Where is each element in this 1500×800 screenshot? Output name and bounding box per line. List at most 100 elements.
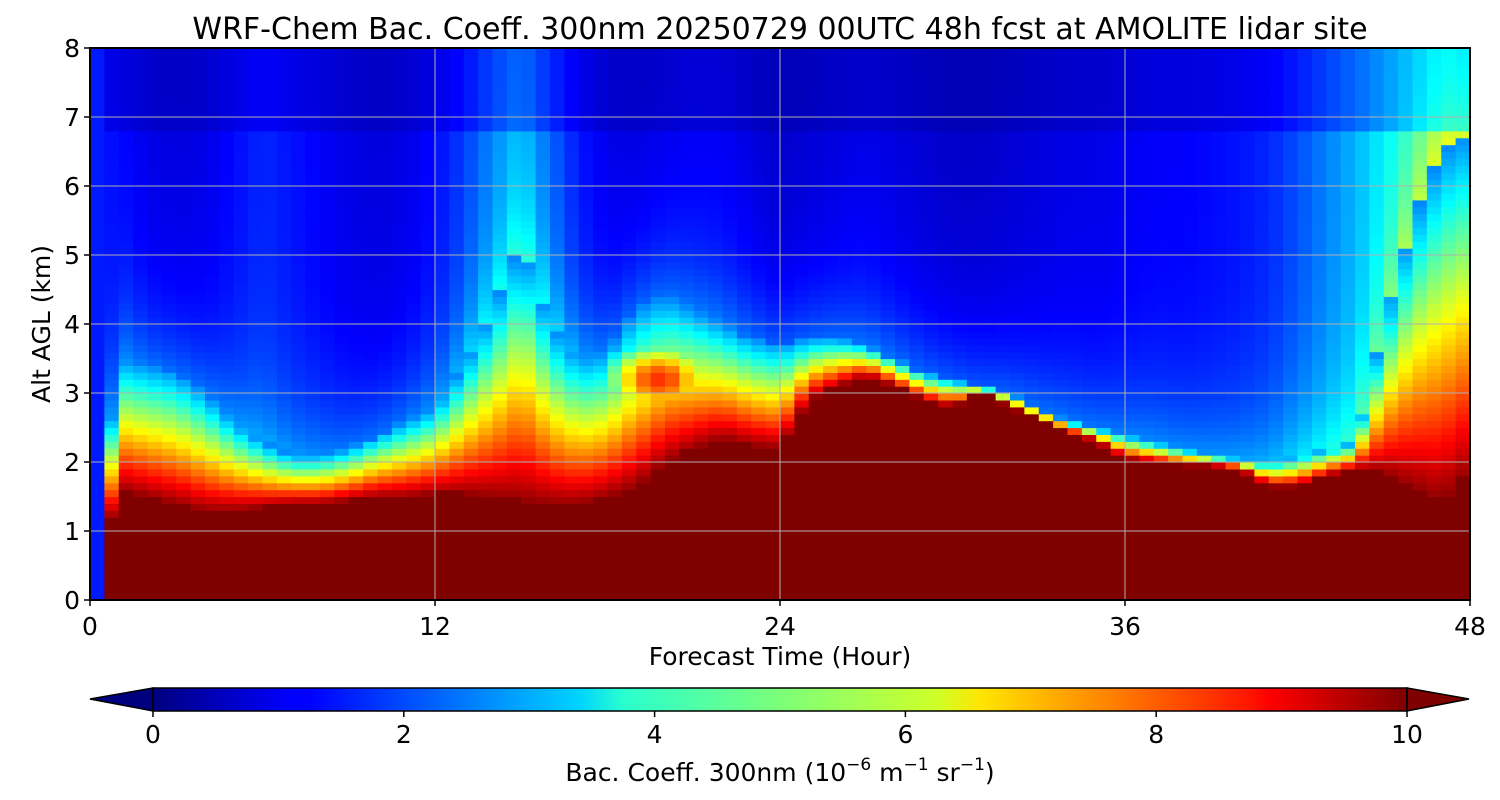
heatmap-cell bbox=[535, 296, 551, 304]
heatmap-cell bbox=[837, 61, 853, 70]
heatmap-cell bbox=[923, 551, 939, 560]
heatmap-cell bbox=[463, 489, 479, 498]
heatmap-cell bbox=[650, 199, 666, 208]
heatmap-cell bbox=[420, 358, 436, 366]
heatmap-cell bbox=[276, 275, 292, 284]
heatmap-cell bbox=[952, 468, 968, 477]
heatmap-cell bbox=[406, 434, 422, 442]
heatmap-cell bbox=[636, 593, 652, 600]
heatmap-cell bbox=[90, 96, 105, 104]
heatmap-cell bbox=[823, 82, 839, 90]
heatmap-cell bbox=[506, 144, 522, 153]
heatmap-cell bbox=[780, 213, 795, 222]
heatmap-cell bbox=[851, 179, 867, 187]
heatmap-cell bbox=[334, 558, 350, 567]
heatmap-cell bbox=[851, 89, 867, 97]
heatmap-cell bbox=[607, 351, 623, 360]
heatmap-cell bbox=[449, 489, 465, 498]
heatmap-cell bbox=[866, 89, 882, 97]
heatmap-cell bbox=[463, 268, 479, 277]
heatmap-cell bbox=[377, 310, 393, 318]
heatmap-cell bbox=[219, 475, 235, 484]
heatmap-cell bbox=[492, 151, 508, 159]
heatmap-cell bbox=[578, 344, 594, 353]
heatmap-cell bbox=[190, 68, 206, 77]
heatmap-cell bbox=[938, 579, 954, 587]
heatmap-cell bbox=[981, 524, 997, 532]
heatmap-cell bbox=[679, 324, 695, 332]
heatmap-cell bbox=[966, 468, 982, 477]
heatmap-cell bbox=[621, 565, 637, 573]
heatmap-cell bbox=[952, 406, 968, 415]
heatmap-cell bbox=[190, 213, 206, 222]
heatmap-cell bbox=[909, 420, 925, 429]
heatmap-cell bbox=[765, 248, 781, 256]
heatmap-cell bbox=[118, 192, 134, 201]
heatmap-cell bbox=[492, 586, 508, 594]
heatmap-cell bbox=[276, 151, 292, 159]
heatmap-cell bbox=[334, 531, 350, 539]
heatmap-cell bbox=[320, 579, 335, 587]
heatmap-cell bbox=[276, 593, 292, 600]
heatmap-cell bbox=[808, 296, 824, 304]
heatmap-cell bbox=[823, 199, 839, 208]
heatmap-cell bbox=[895, 103, 910, 111]
heatmap-cell bbox=[866, 420, 882, 429]
heatmap-cell bbox=[190, 344, 206, 353]
heatmap-cell bbox=[880, 489, 896, 498]
heatmap-cell bbox=[808, 75, 824, 84]
heatmap-cell bbox=[851, 165, 867, 173]
heatmap-cell bbox=[765, 544, 781, 553]
heatmap-cell bbox=[233, 420, 249, 429]
heatmap-cell bbox=[463, 558, 479, 567]
heatmap-cell bbox=[133, 468, 149, 477]
heatmap-cell bbox=[133, 531, 149, 539]
heatmap-cell bbox=[90, 110, 105, 118]
heatmap-cell bbox=[334, 186, 350, 194]
heatmap-cell bbox=[765, 330, 781, 339]
heatmap-cell bbox=[492, 275, 508, 284]
heatmap-cell bbox=[535, 213, 551, 222]
heatmap-cell bbox=[909, 110, 925, 118]
heatmap-cell bbox=[391, 96, 407, 104]
heatmap-cell bbox=[118, 96, 134, 104]
heatmap-cell bbox=[895, 579, 910, 587]
heatmap-cell bbox=[751, 337, 767, 346]
heatmap-cell bbox=[952, 199, 968, 208]
heatmap-cell bbox=[133, 289, 149, 297]
heatmap-cell bbox=[550, 296, 565, 304]
heatmap-cell bbox=[176, 165, 192, 173]
heatmap-cell bbox=[478, 517, 494, 525]
heatmap-cell bbox=[506, 317, 522, 325]
heatmap-cell bbox=[104, 310, 120, 318]
heatmap-cell bbox=[736, 503, 752, 511]
heatmap-cell bbox=[147, 448, 163, 456]
heatmap-cell bbox=[219, 351, 235, 360]
heatmap-cell bbox=[736, 531, 752, 539]
heatmap-cell bbox=[420, 524, 436, 532]
heatmap-cell bbox=[248, 537, 264, 546]
heatmap-cell bbox=[923, 54, 939, 63]
heatmap-cell bbox=[420, 296, 436, 304]
heatmap-cell bbox=[593, 351, 609, 360]
heatmap-cell bbox=[909, 441, 925, 449]
heatmap-cell bbox=[837, 117, 853, 125]
heatmap-cell bbox=[909, 172, 925, 180]
heatmap-cell bbox=[535, 248, 551, 256]
heatmap-cell bbox=[176, 82, 192, 90]
heatmap-cell bbox=[751, 427, 767, 435]
heatmap-cell bbox=[118, 48, 134, 56]
heatmap-cell bbox=[866, 558, 882, 567]
heatmap-cell bbox=[909, 330, 925, 339]
heatmap-cell bbox=[765, 551, 781, 560]
heatmap-cell bbox=[291, 303, 307, 311]
heatmap-cell bbox=[90, 144, 105, 153]
heatmap-cell bbox=[118, 310, 134, 318]
heatmap-cell bbox=[320, 427, 335, 435]
heatmap-cell bbox=[780, 510, 795, 518]
heatmap-cell bbox=[363, 103, 379, 111]
heatmap-cell bbox=[377, 54, 393, 63]
heatmap-cell bbox=[233, 462, 249, 470]
heatmap-cell bbox=[305, 586, 321, 594]
heatmap-cell bbox=[248, 434, 264, 442]
